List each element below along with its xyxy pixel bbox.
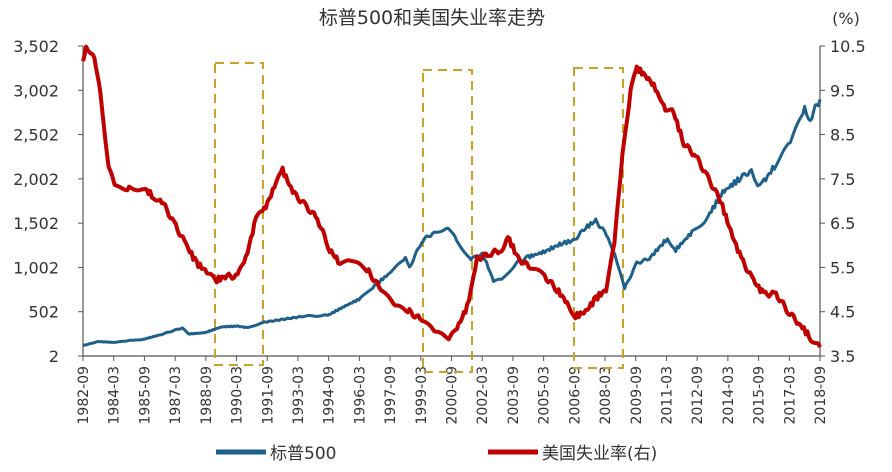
- left-tick-label: 1,502: [13, 214, 59, 233]
- left-tick-label: 3,502: [13, 37, 59, 56]
- legend-label-sp500: 标普500: [270, 444, 336, 464]
- x-tick-label: 1999-03: [414, 366, 430, 425]
- legend-label-unemployment: 美国失业率(右): [542, 444, 657, 464]
- x-tick-label: 1985-09: [137, 366, 153, 425]
- x-tick-label: 2009-09: [629, 366, 645, 425]
- x-tick-label: 2012-09: [690, 366, 706, 425]
- left-tick-label: 2: [49, 347, 59, 366]
- x-tick-label: 2011-03: [659, 366, 675, 425]
- right-tick-label: 10.5: [830, 37, 866, 56]
- annotation-box-1990: [214, 62, 264, 366]
- right-axis-unit: (%): [832, 9, 860, 28]
- left-tick-label: 2,502: [13, 126, 59, 145]
- x-tick-label: 2014-03: [721, 366, 737, 425]
- left-tick-label: 2,002: [13, 170, 59, 189]
- x-tick-label: 2008-03: [598, 366, 614, 425]
- x-tick-label: 1997-09: [383, 366, 399, 425]
- annotation-boxes: [214, 62, 624, 373]
- right-tick-label: 6.5: [830, 214, 855, 233]
- right-tick-label: 9.5: [830, 81, 855, 100]
- x-tick-label: 2018-09: [813, 366, 829, 425]
- x-tick-label: 1991-09: [260, 366, 276, 425]
- x-tick-label: 2005-03: [537, 366, 553, 425]
- x-tick-label: 1993-03: [291, 366, 307, 425]
- legend: 标普500 美国失业率(右): [216, 444, 657, 464]
- left-tick-label: 502: [28, 303, 59, 322]
- series-line-unemployment: [81, 44, 822, 348]
- x-tick-label: 2002-03: [475, 366, 491, 425]
- series-lines: [81, 44, 822, 348]
- x-tick-label: 1982-09: [76, 366, 92, 425]
- right-tick-label: 4.5: [830, 303, 855, 322]
- x-tick-label: 1996-03: [352, 366, 368, 425]
- x-tick-label: 1994-09: [322, 366, 338, 425]
- x-tick-label: 2003-09: [506, 366, 522, 425]
- annotation-box-2000: [422, 69, 473, 373]
- x-tick-label: 2015-09: [752, 366, 768, 425]
- chart-title: 标普500和美国失业率走势: [319, 7, 545, 29]
- left-tick-label: 1,002: [13, 258, 59, 277]
- x-tick-label: 1987-03: [168, 366, 184, 425]
- series-line-sp500: [82, 98, 822, 347]
- right-tick-label: 7.5: [830, 170, 855, 189]
- right-tick-label: 5.5: [830, 258, 855, 277]
- x-tick-label: 1988-09: [199, 366, 215, 425]
- x-tick-label: 2000-09: [445, 366, 461, 425]
- annotation-box-2008: [573, 67, 624, 369]
- left-tick-label: 3,002: [13, 81, 59, 100]
- x-tick-label: 1984-03: [107, 366, 123, 425]
- x-tick-label: 2017-03: [782, 366, 798, 425]
- axes: 3,502 3,002 2,502 2,002 1,502 1,002 502 2 10.5 9.…: [13, 37, 865, 425]
- x-tick-label: 2006-09: [567, 366, 583, 425]
- right-tick-label: 8.5: [830, 126, 855, 145]
- right-tick-label: 3.5: [830, 347, 855, 366]
- x-tick-label: 1990-03: [230, 366, 246, 425]
